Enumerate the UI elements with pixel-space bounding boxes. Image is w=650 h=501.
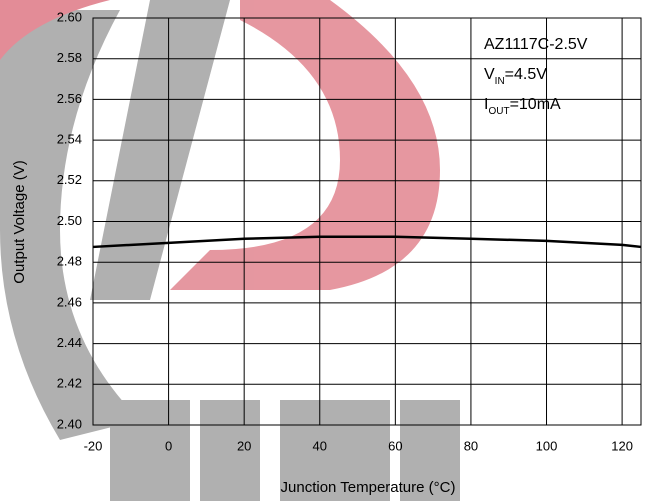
watermark-shape (110, 400, 190, 501)
x-tick-label: 20 (237, 438, 251, 453)
annotation-main: I (484, 96, 488, 113)
annotation-rest: =4.5V (505, 66, 548, 83)
annotation: IOUT=10mA (484, 96, 561, 116)
annotation-rest: =10mA (510, 96, 561, 113)
watermark-shape (90, 0, 230, 300)
x-tick-label: 40 (313, 438, 327, 453)
x-tick-label: 0 (165, 438, 172, 453)
annotation-sub: IN (495, 76, 505, 87)
annotation: VIN=4.5V (484, 66, 547, 86)
y-tick-label: 2.46 (57, 294, 82, 309)
annotation-sub: OUT (488, 106, 509, 117)
watermark-shape (0, 10, 140, 440)
y-tick-label: 2.52 (57, 172, 82, 187)
watermark-shape (170, 0, 440, 290)
x-tick-label: -20 (84, 438, 103, 453)
y-tick-label: 2.50 (57, 213, 82, 228)
watermark (0, 0, 460, 501)
x-axis-label: Junction Temperature (°C) (281, 479, 456, 496)
y-tick-label: 2.60 (57, 9, 82, 24)
y-tick-label: 2.56 (57, 91, 82, 106)
x-tick-label: 120 (611, 438, 633, 453)
annotation: AZ1117C-2.5V (484, 36, 588, 53)
watermark-shape (200, 400, 260, 501)
y-tick-label: 2.42 (57, 376, 82, 391)
x-tick-label: 60 (388, 438, 402, 453)
y-tick-label: 2.44 (57, 335, 82, 350)
data-line (92, 235, 642, 249)
watermark-shape (280, 400, 390, 501)
y-tick-label: 2.48 (57, 254, 82, 269)
watermark-shape (400, 400, 460, 501)
x-tick-label: 80 (464, 438, 478, 453)
y-tick-label: 2.40 (57, 416, 82, 431)
y-axis-label: Output Voltage (V) (11, 160, 28, 283)
y-tick-label: 2.58 (57, 50, 82, 65)
x-tick-label: 100 (536, 438, 558, 453)
annotation-main: V (484, 66, 495, 83)
y-tick-label: 2.54 (57, 132, 82, 147)
watermark-shape (0, 0, 110, 60)
